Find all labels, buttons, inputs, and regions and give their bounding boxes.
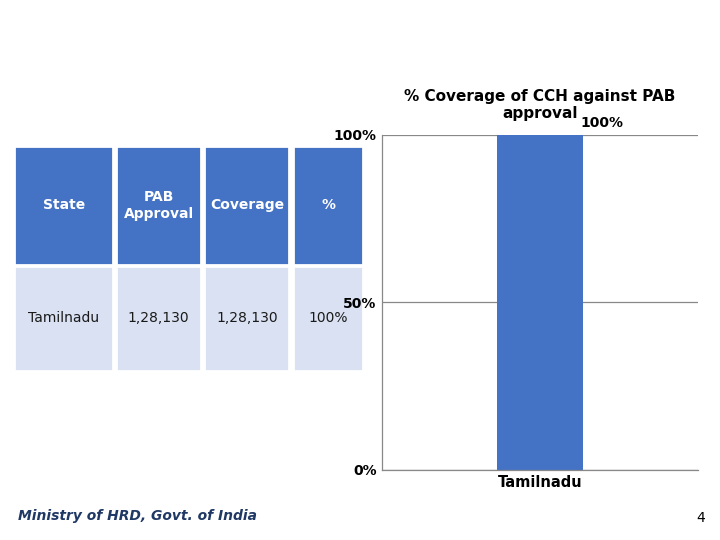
FancyBboxPatch shape: [14, 146, 113, 265]
Title: % Coverage of CCH against PAB
approval: % Coverage of CCH against PAB approval: [405, 89, 675, 122]
Text: %: %: [321, 198, 335, 212]
FancyBboxPatch shape: [117, 146, 201, 265]
Text: Tamilnadu: Tamilnadu: [28, 312, 99, 326]
FancyBboxPatch shape: [204, 146, 289, 265]
Text: Ministry of HRD, Govt. of India: Ministry of HRD, Govt. of India: [19, 509, 258, 523]
Bar: [497, 135, 583, 470]
FancyBboxPatch shape: [117, 266, 201, 370]
Text: 100%: 100%: [308, 312, 348, 326]
Text: 1,28,130: 1,28,130: [128, 312, 189, 326]
Text: 100%: 100%: [581, 116, 624, 130]
Text: Engagement of Cook-cum-Helpers (Primary & U. Primary): Engagement of Cook-cum-Helpers (Primary …: [13, 19, 720, 43]
FancyBboxPatch shape: [14, 266, 113, 370]
Text: 1,28,130: 1,28,130: [216, 312, 278, 326]
Text: 4: 4: [696, 511, 705, 525]
Text: PAB
Approval: PAB Approval: [124, 190, 194, 220]
FancyBboxPatch shape: [292, 266, 364, 370]
Text: Coverage: Coverage: [210, 198, 284, 212]
FancyBboxPatch shape: [204, 266, 289, 370]
Text: State: State: [42, 198, 85, 212]
FancyBboxPatch shape: [292, 146, 364, 265]
